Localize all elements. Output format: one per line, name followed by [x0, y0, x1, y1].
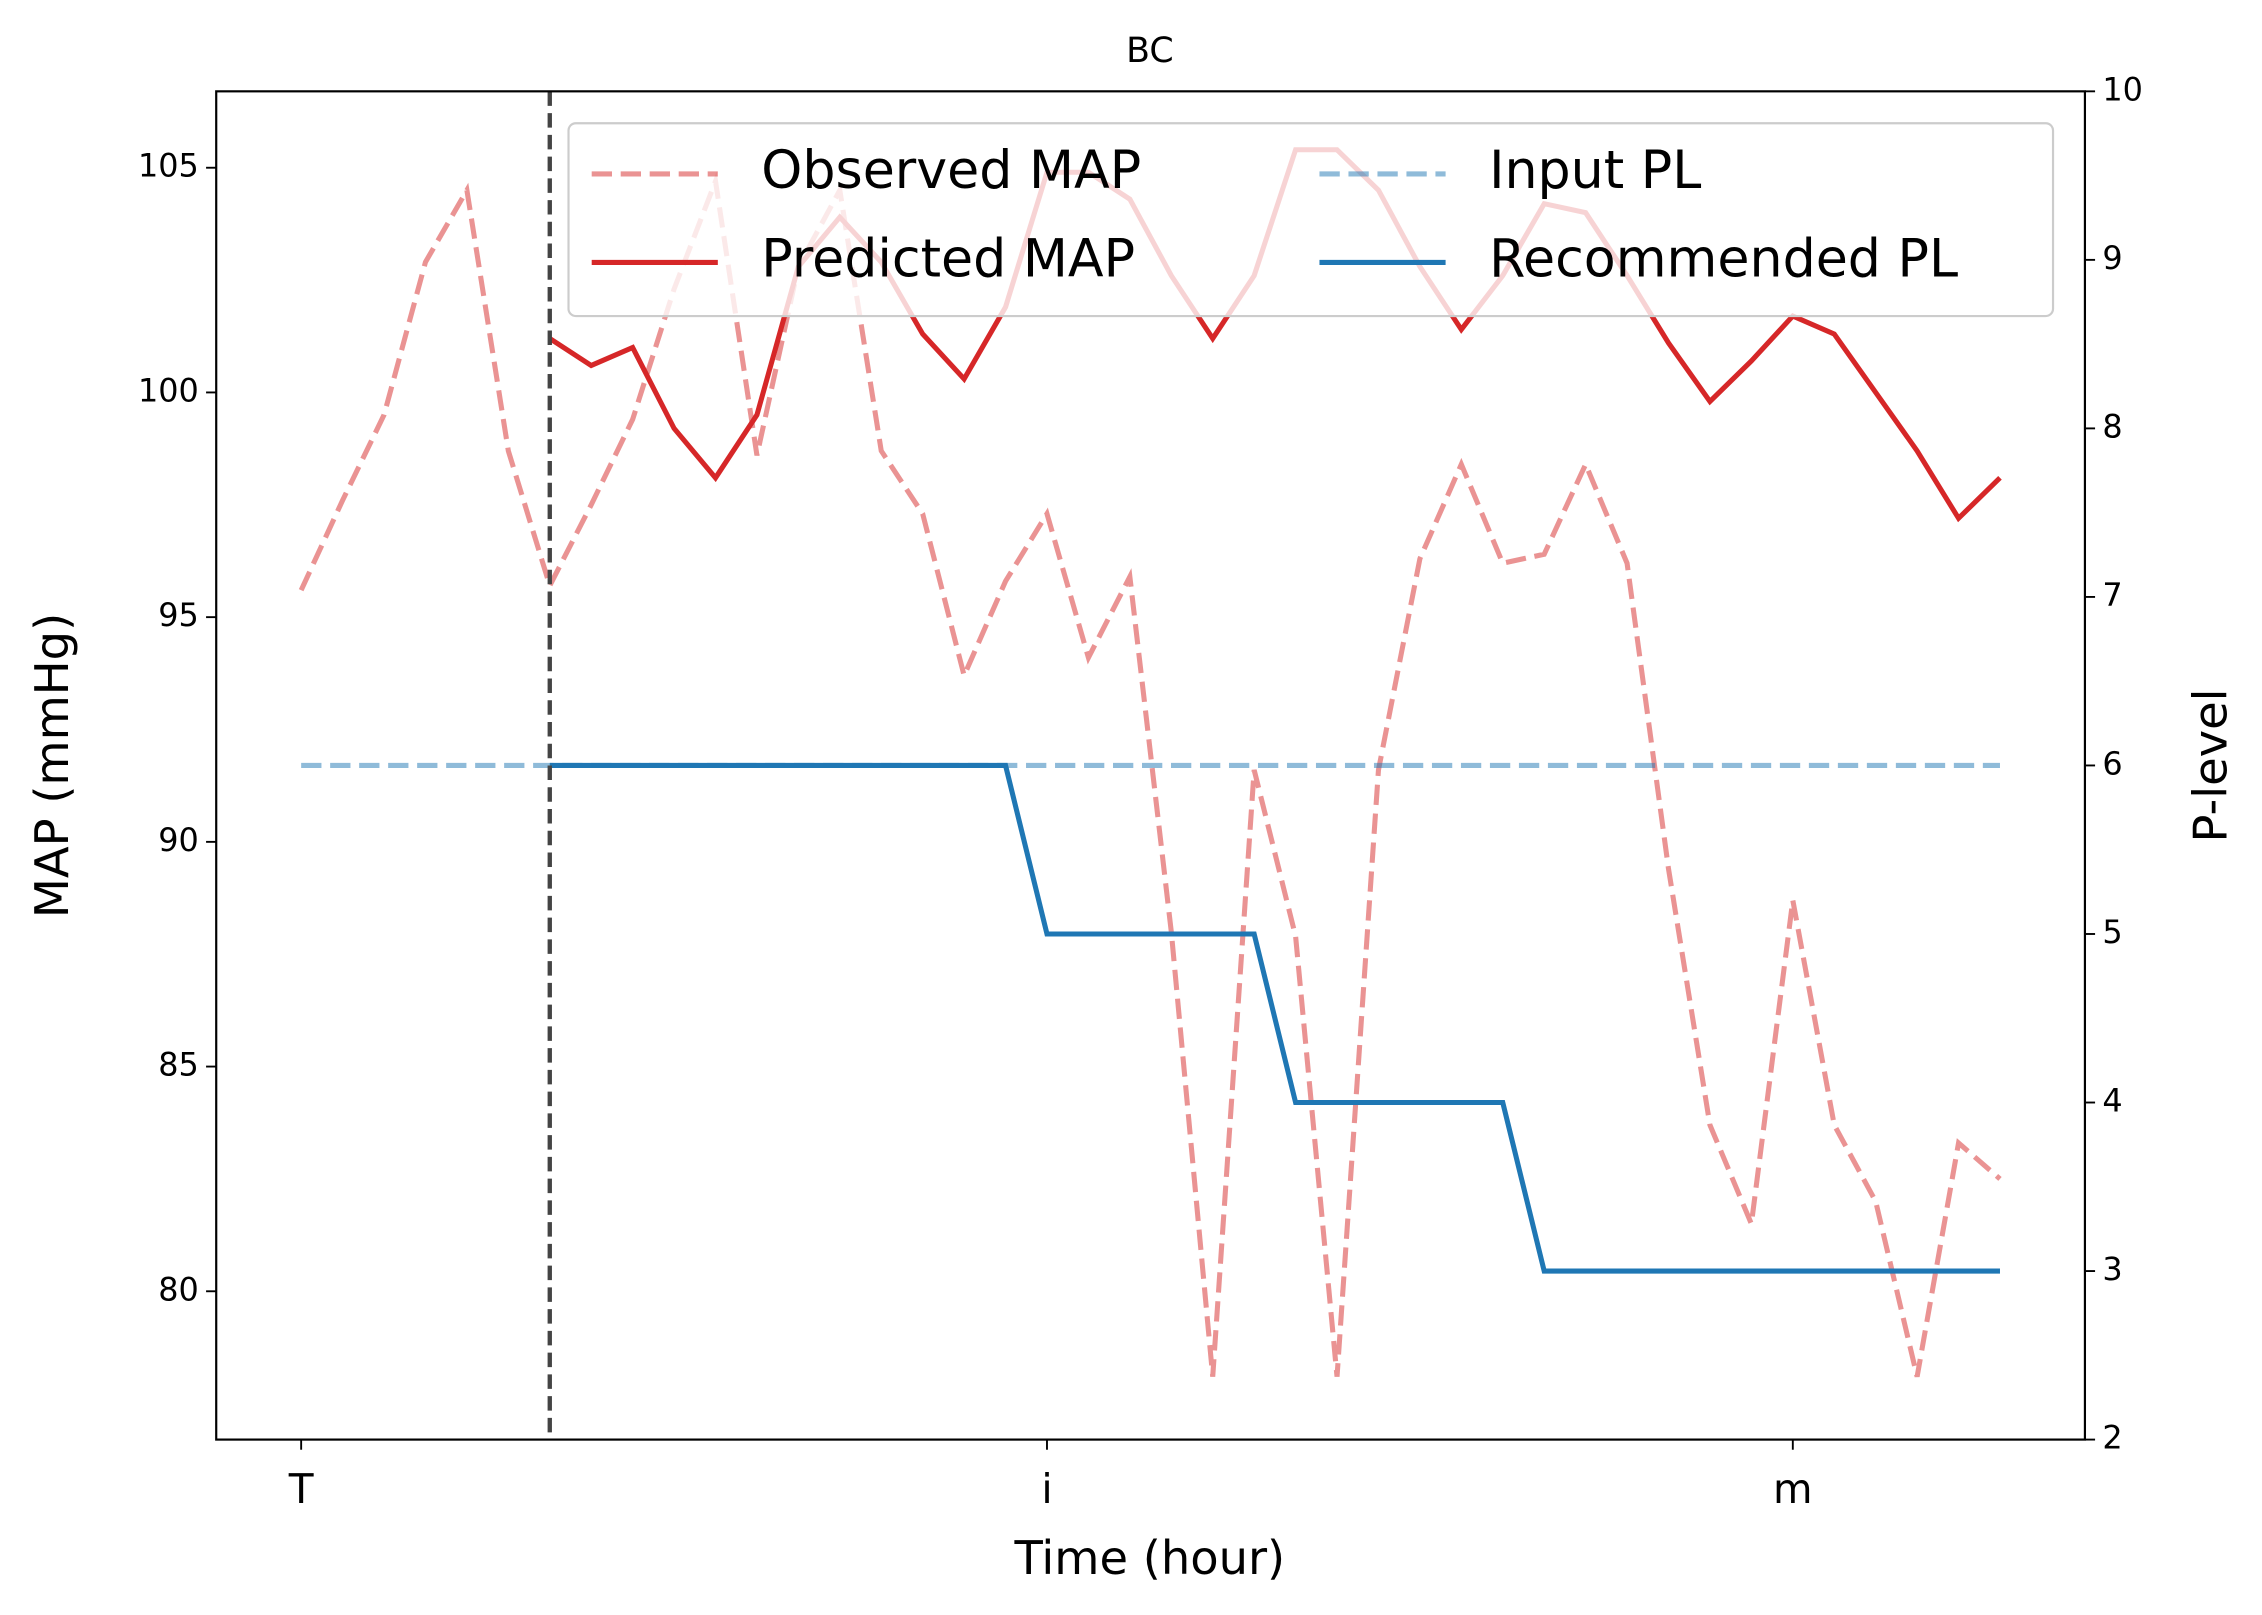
y2-tick-label: 10: [2102, 70, 2143, 108]
x-tick-label: T: [288, 1465, 314, 1513]
legend-label: Recommended PL: [1489, 229, 1958, 289]
legend-label: Input PL: [1489, 141, 1701, 201]
series-line: [549, 762, 2000, 1274]
plot-frame: [215, 90, 2087, 1441]
legend-box: [567, 122, 2055, 318]
y-tick-label: 105: [138, 147, 199, 185]
y2-tick-label: 8: [2102, 407, 2122, 445]
y2-tick-label: 9: [2102, 239, 2122, 277]
y2-tick-label: 6: [2102, 744, 2122, 782]
y-tick-label: 95: [158, 596, 199, 634]
y-tick-label: 100: [138, 371, 199, 409]
chart-title: BC: [1126, 31, 1174, 71]
series-line: [298, 171, 2002, 1378]
legend-label: Observed MAP: [761, 141, 1141, 201]
y2-tick-label: 3: [2102, 1250, 2122, 1288]
x-tick-label: m: [1773, 1465, 1813, 1513]
x-tick-label: i: [1041, 1465, 1052, 1513]
y-tick-label: 90: [158, 821, 199, 859]
y2-tick-label: 7: [2102, 576, 2122, 614]
y-tick-label: 85: [158, 1046, 199, 1084]
y2-axis-label: P-level: [2183, 688, 2237, 842]
legend-label: Predicted MAP: [761, 229, 1135, 289]
y-axis-label: MAP (mmHg): [25, 613, 79, 918]
y2-tick-label: 5: [2102, 913, 2122, 951]
y2-tick-label: 2: [2102, 1419, 2122, 1457]
y-tick-label: 80: [158, 1270, 199, 1308]
x-axis-label: Time (hour): [1014, 1531, 1286, 1585]
y2-tick-label: 4: [2102, 1082, 2122, 1120]
